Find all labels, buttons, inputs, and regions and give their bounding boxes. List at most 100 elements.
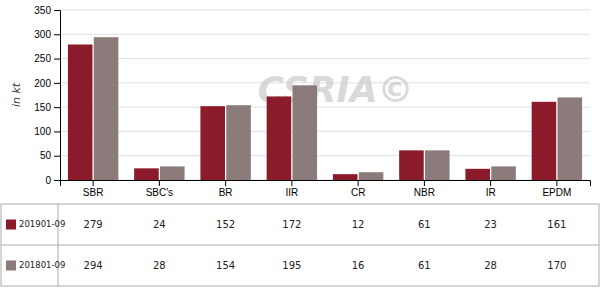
legend-swatch — [6, 261, 16, 271]
table-value: 154 — [216, 260, 235, 271]
table-value: 12 — [352, 219, 365, 230]
tick: 100 — [34, 126, 60, 137]
tick-label: 100 — [34, 126, 51, 137]
table-value: 195 — [282, 260, 301, 271]
tick-mark — [54, 156, 60, 157]
bar — [425, 150, 450, 180]
bar — [267, 96, 292, 180]
tick-label: IIR — [285, 187, 298, 198]
tick-mark — [291, 180, 292, 186]
axis-line — [61, 181, 591, 187]
x-axis: SBR SBC's BR IIR CR NBR IR EPDM — [61, 180, 591, 198]
bar — [68, 44, 93, 180]
table-value: 28 — [484, 260, 497, 271]
tick-mark — [54, 34, 60, 35]
tick: CR — [351, 180, 365, 198]
axis-line — [54, 11, 61, 181]
plot: CSRIA©050100150200250300350SBRSBC'sBRIIR… — [10, 5, 591, 198]
tick-mark — [54, 180, 60, 181]
y-axis: 0 50 100 150 200 250 300 350 — [34, 5, 60, 186]
table-value: 170 — [547, 260, 566, 271]
tick: 0 — [45, 175, 60, 186]
tick-label: NBR — [414, 187, 435, 198]
table-row-line — [1, 245, 599, 246]
tick-label: 150 — [34, 102, 51, 113]
tick: SBR — [83, 180, 104, 198]
tick-label: 250 — [34, 53, 51, 64]
tick-label: 0 — [45, 175, 51, 186]
bar — [94, 37, 119, 180]
bar — [293, 85, 318, 180]
tick-mark — [54, 107, 60, 108]
table-column-line — [58, 204, 59, 286]
tick-label: 300 — [34, 29, 51, 40]
tick-label: 200 — [34, 78, 51, 89]
table-value: 28 — [153, 260, 166, 271]
legend-row: 201801-0929428154195166128170 — [6, 260, 566, 271]
table-value: 24 — [153, 219, 166, 230]
grid-line — [60, 34, 590, 35]
tick-mark — [225, 180, 226, 186]
legend-row: 201901-0927924152172126123161 — [6, 219, 566, 230]
bar — [558, 97, 583, 180]
y-axis-title: in kt — [10, 82, 23, 107]
tick-mark — [54, 10, 60, 11]
grid-line — [60, 58, 590, 59]
tick-mark — [54, 83, 60, 84]
legend-table: 201901-0927924152172126123161201801-0929… — [1, 204, 599, 286]
grid — [60, 10, 590, 180]
bar — [226, 105, 251, 180]
tick: IR — [486, 180, 496, 198]
tick-label: SBR — [83, 187, 104, 198]
tick-label: 350 — [34, 5, 51, 16]
table-value: 161 — [547, 219, 566, 230]
tick: 250 — [34, 53, 60, 64]
tick: 200 — [34, 78, 60, 89]
chart: CSRIA©050100150200250300350SBRSBC'sBRIIR… — [0, 0, 600, 289]
bar — [491, 166, 516, 180]
bar — [532, 102, 557, 180]
tick: EPDM — [542, 180, 571, 198]
tick-label: BR — [219, 187, 233, 198]
bar — [200, 106, 225, 180]
tick: 300 — [34, 29, 60, 40]
table-border — [1, 204, 599, 286]
tick: 150 — [34, 102, 60, 113]
tick-mark — [93, 180, 94, 186]
grid-line — [60, 155, 590, 156]
tick: IIR — [285, 180, 298, 198]
tick-mark — [556, 180, 557, 186]
tick-label: SBC's — [146, 187, 173, 198]
bar — [465, 169, 490, 180]
tick-label: 50 — [40, 150, 52, 161]
tick: 50 — [40, 150, 60, 161]
grid-line — [60, 131, 590, 132]
tick-mark — [54, 131, 60, 132]
tick: NBR — [414, 180, 435, 198]
bar — [160, 166, 185, 180]
tick-mark — [490, 180, 491, 186]
tick-label: EPDM — [542, 187, 571, 198]
bar — [399, 150, 424, 180]
bar-series — [68, 44, 556, 180]
tick-mark — [358, 180, 359, 186]
table-value: 152 — [216, 219, 235, 230]
grid-line — [60, 10, 590, 11]
bar-series — [94, 37, 582, 180]
bar — [359, 172, 384, 180]
table-value: 61 — [418, 260, 431, 271]
tick-mark — [424, 180, 425, 186]
bar — [134, 168, 159, 180]
bars — [68, 37, 582, 180]
table-value: 23 — [484, 219, 497, 230]
tick-label: IR — [486, 187, 496, 198]
table-value: 279 — [84, 219, 103, 230]
tick: 350 — [34, 5, 60, 16]
bar — [333, 174, 358, 180]
table-value: 61 — [418, 219, 431, 230]
table-value: 172 — [282, 219, 301, 230]
table-value: 16 — [352, 260, 365, 271]
tick: SBC's — [146, 180, 173, 198]
legend-swatch — [6, 220, 16, 230]
tick-mark — [54, 59, 60, 60]
